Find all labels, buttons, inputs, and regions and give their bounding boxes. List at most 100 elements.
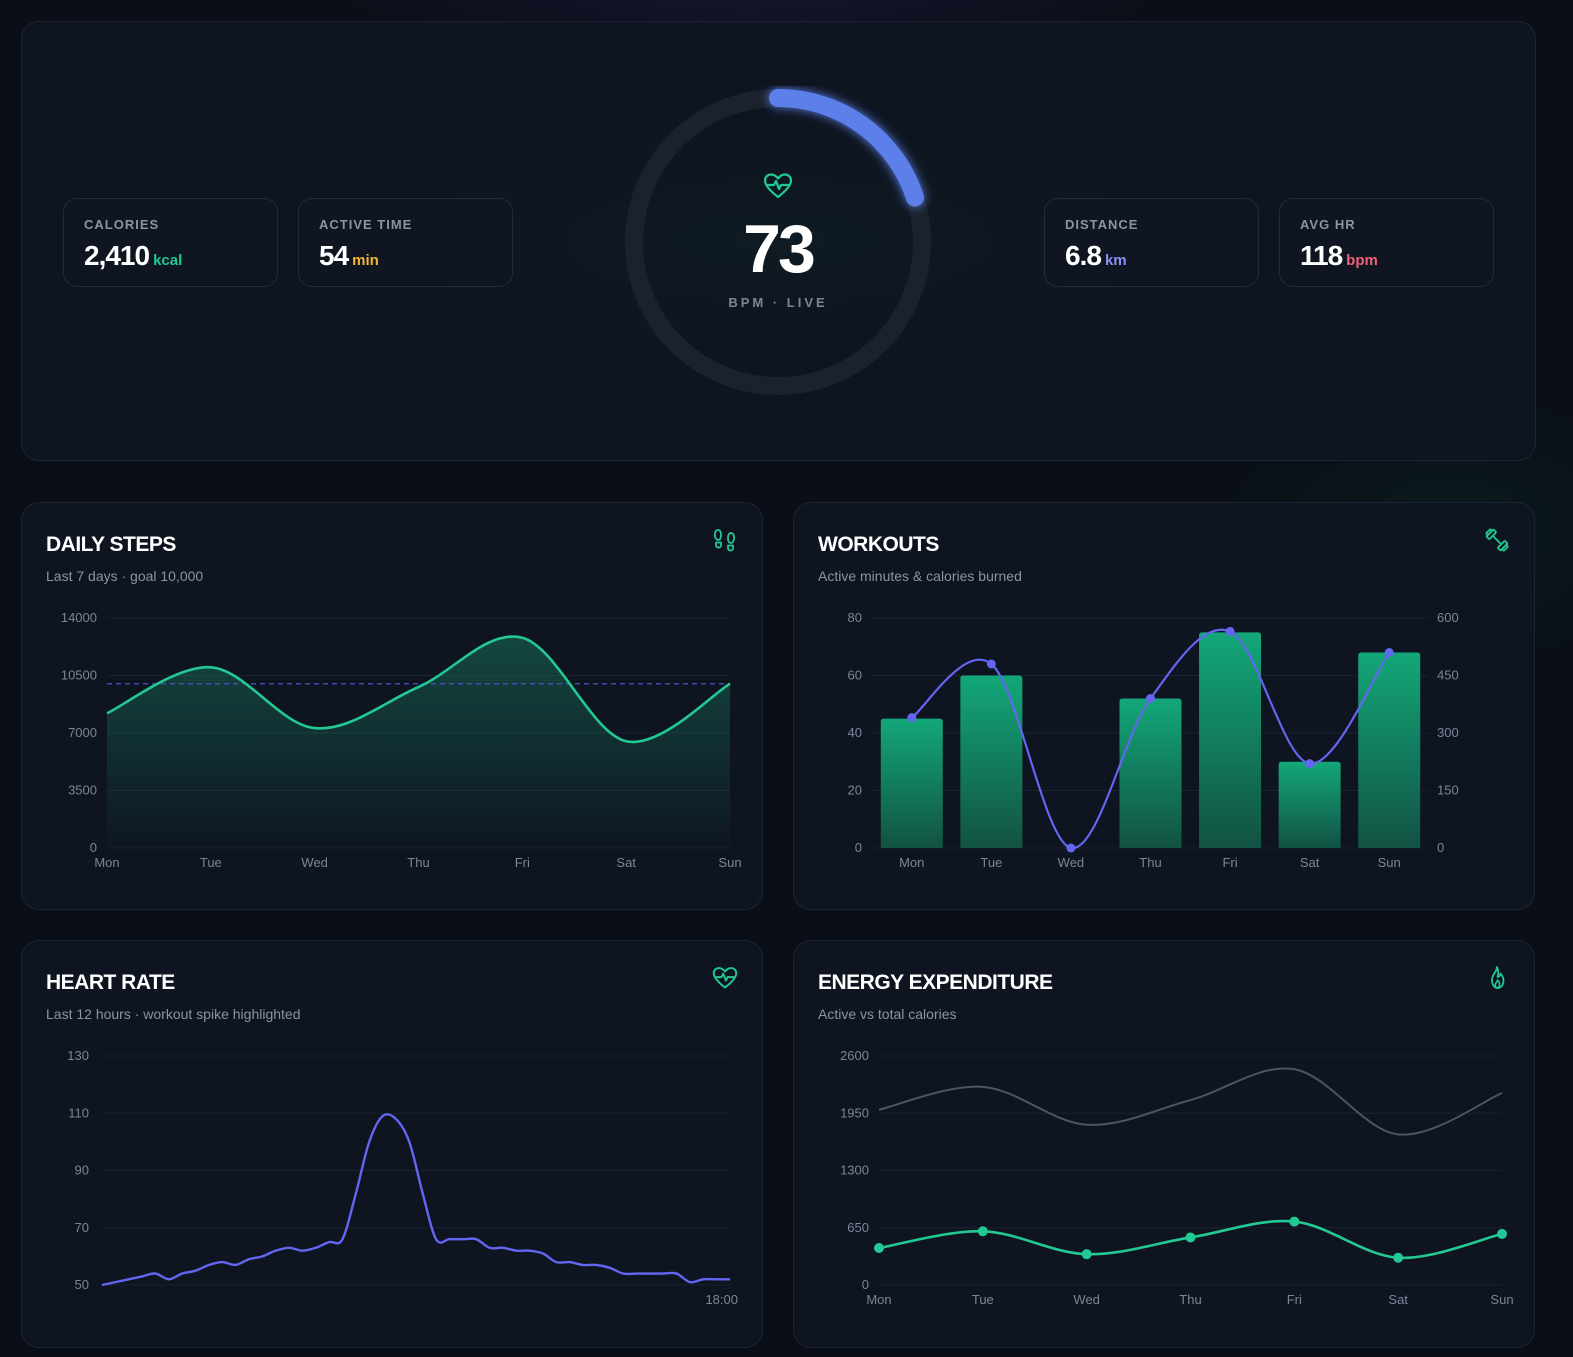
y-tick-label: 2600 (840, 1048, 869, 1063)
active-calories-point (1393, 1252, 1404, 1263)
heart-pulse-icon[interactable] (712, 965, 738, 991)
x-tick-label: Tue (200, 855, 222, 870)
x-tick-label: Fri (1222, 855, 1237, 870)
y-tick-label: 50 (75, 1277, 89, 1292)
y-right-tick-label: 150 (1437, 783, 1459, 798)
distance-value: 6.8 (1065, 240, 1102, 271)
y-tick-label: 10500 (61, 668, 97, 683)
y-tick-label: 70 (75, 1220, 89, 1235)
daily-steps-card: DAILY STEPS Last 7 days · goal 10,000 14… (21, 502, 763, 910)
total-calories-line (878, 1067, 1503, 1136)
avg-hr-label: AVG HR (1300, 217, 1356, 232)
heart-rate-card: HEART RATE Last 12 hours · workout spike… (21, 940, 763, 1348)
calories-value: 2,410 (84, 240, 150, 271)
flame-icon[interactable] (1484, 965, 1510, 991)
heart-rate-line (101, 1113, 730, 1287)
active-time-value: 54 (319, 240, 349, 271)
x-tick-label: Fri (515, 855, 530, 870)
card-title: WORKOUTS (818, 533, 939, 556)
active-time-label: ACTIVE TIME (319, 217, 413, 232)
heart-rate-chart: 130 110 90 70 50 18:00 (67, 1048, 738, 1307)
y-right-tick-label: 0 (1437, 840, 1444, 855)
y-tick-label: 20 (848, 783, 862, 798)
y-tick-label: 40 (848, 725, 862, 740)
card-subtitle: Last 7 days · goal 10,000 (46, 568, 204, 584)
y-tick-label: 14000 (61, 610, 97, 625)
ring-progress-arc (769, 89, 924, 207)
x-tick-label: 18:00 (705, 1292, 738, 1307)
x-tick-label: Thu (407, 855, 429, 870)
x-tick-label: Sun (1490, 1292, 1513, 1307)
card-subtitle: Active vs total calories (818, 1006, 957, 1022)
steps-area (107, 636, 730, 848)
dumbbell-icon[interactable] (1484, 527, 1510, 553)
card-subtitle: Active minutes & calories burned (818, 568, 1022, 584)
calories-point (1305, 759, 1315, 769)
avg-hr-unit: bpm (1346, 252, 1378, 269)
y-tick-label: 130 (67, 1048, 89, 1063)
card-title: ENERGY EXPENDITURE (818, 971, 1053, 994)
avg-hr-stat-card[interactable]: AVG HR 118 bpm (1279, 198, 1494, 287)
card-title: DAILY STEPS (46, 533, 176, 556)
x-tick-label: Sun (718, 855, 741, 870)
x-tick-label: Sat (616, 855, 636, 870)
x-tick-label: Sat (1388, 1292, 1408, 1307)
heart-pulse-icon (763, 173, 793, 199)
active-calories-point (1289, 1216, 1300, 1227)
bpm-ring (625, 89, 931, 395)
steps-line (106, 635, 731, 744)
footprints-icon[interactable] (712, 527, 738, 553)
y-tick-label: 60 (848, 668, 862, 683)
y-right-tick-label: 600 (1437, 610, 1459, 625)
y-tick-label: 90 (75, 1163, 89, 1178)
y-right-tick-label: 450 (1437, 668, 1459, 683)
workout-bar (1119, 698, 1182, 848)
x-tick-label: Mon (899, 855, 924, 870)
x-tick-label: Wed (301, 855, 328, 870)
x-tick-label: Sat (1300, 855, 1320, 870)
y-tick-label: 3500 (68, 783, 97, 798)
x-tick-label: Sun (1378, 855, 1401, 870)
x-tick-label: Tue (972, 1292, 994, 1307)
bpm-label: BPM · LIVE (728, 295, 828, 310)
x-tick-label: Thu (1139, 855, 1161, 870)
distance-label: DISTANCE (1065, 217, 1139, 232)
active-calories-point (1497, 1228, 1507, 1239)
distance-unit: km (1104, 252, 1127, 269)
energy-expenditure-card: ENERGY EXPENDITURE Active vs total calor… (793, 940, 1535, 1348)
y-tick-label: 110 (68, 1105, 89, 1120)
card-title: HEART RATE (46, 971, 175, 994)
calories-point (1066, 843, 1076, 853)
calories-point (986, 659, 996, 669)
workout-bar (1358, 652, 1421, 848)
x-tick-label: Tue (980, 855, 1002, 870)
calories-point (907, 713, 917, 723)
active-time-stat-card[interactable]: ACTIVE TIME 54 min (298, 198, 513, 287)
calories-unit: kcal (153, 252, 183, 269)
calories-stat-card[interactable]: CALORIES 2,410 kcal (63, 198, 278, 287)
workout-bar (1278, 761, 1341, 848)
bpm-value: 73 (743, 211, 816, 287)
y-right-tick-label: 300 (1437, 725, 1459, 740)
y-tick-label: 1300 (840, 1163, 869, 1178)
x-tick-label: Mon (94, 855, 119, 870)
card-subtitle: Last 12 hours · workout spike highlighte… (46, 1006, 301, 1022)
y-tick-label: 80 (848, 610, 862, 625)
x-tick-label: Wed (1073, 1292, 1100, 1307)
active-calories-point (874, 1243, 884, 1254)
active-time-unit: min (352, 252, 379, 269)
distance-stat-card[interactable]: DISTANCE 6.8 km (1044, 198, 1259, 287)
workout-bar (1199, 632, 1262, 848)
y-tick-label: 1950 (840, 1105, 869, 1120)
active-calories-point (977, 1226, 988, 1237)
calories-point (1225, 626, 1235, 636)
hero-panel: CALORIES 2,410 kcal ACTIVE TIME 54 min 73 … (21, 21, 1536, 461)
workouts-card: WORKOUTS Active minutes & calories burne… (793, 502, 1535, 910)
calories-point (1384, 648, 1394, 657)
y-tick-label: 7000 (68, 725, 97, 740)
x-tick-label: Fri (1287, 1292, 1302, 1307)
workout-bar (960, 675, 1023, 848)
y-tick-label: 0 (855, 840, 862, 855)
